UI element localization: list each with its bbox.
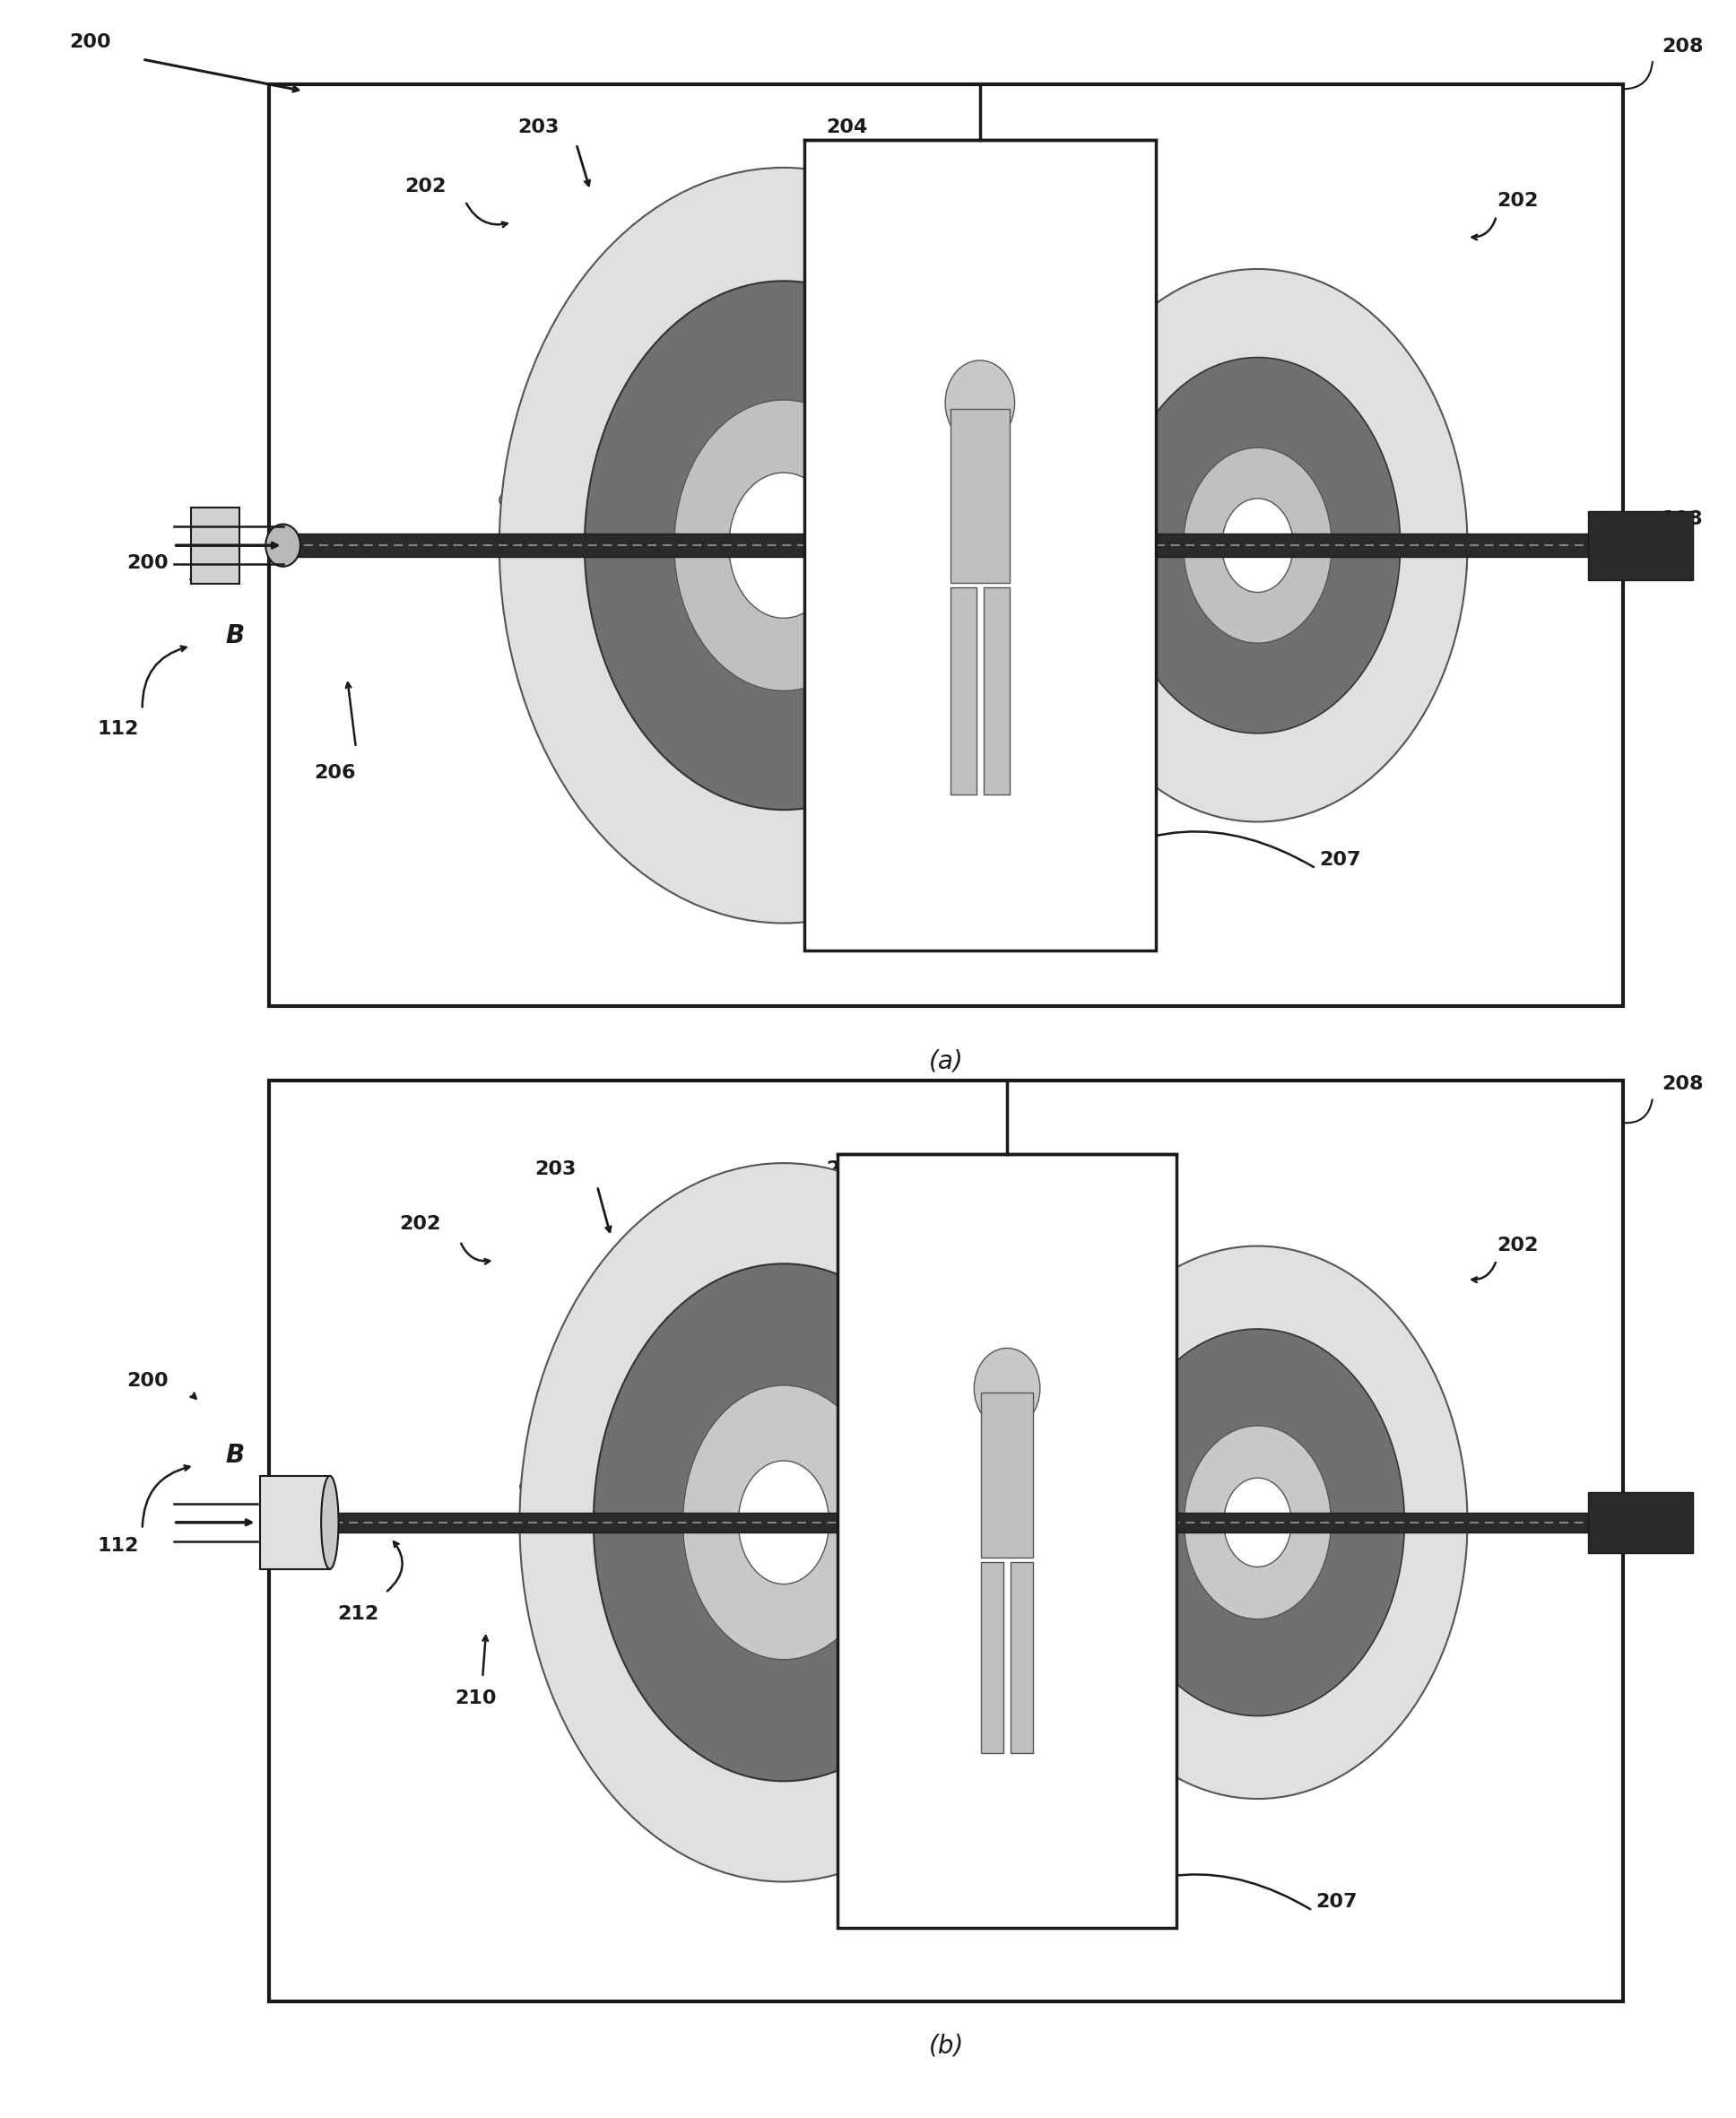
Text: B: B bbox=[226, 1442, 245, 1468]
Text: (a): (a) bbox=[929, 1048, 963, 1074]
Bar bbox=[1010, 1563, 1033, 1754]
Bar bbox=[983, 587, 1009, 794]
Ellipse shape bbox=[729, 472, 838, 618]
Bar bbox=[260, 1476, 330, 1569]
Bar bbox=[951, 409, 1010, 582]
Bar bbox=[981, 1563, 1003, 1754]
Text: 108: 108 bbox=[1661, 510, 1703, 527]
Bar bbox=[804, 140, 1156, 951]
Text: 112: 112 bbox=[97, 720, 139, 737]
Ellipse shape bbox=[682, 1385, 884, 1661]
Ellipse shape bbox=[738, 1461, 830, 1584]
Ellipse shape bbox=[1049, 1245, 1467, 1798]
Circle shape bbox=[974, 1349, 1040, 1430]
Text: 204: 204 bbox=[826, 1161, 868, 1178]
Text: 206: 206 bbox=[314, 765, 356, 782]
Text: 200: 200 bbox=[127, 555, 168, 572]
Bar bbox=[191, 506, 240, 585]
Bar bbox=[269, 1080, 1623, 2002]
Text: 203: 203 bbox=[517, 119, 559, 136]
Ellipse shape bbox=[1184, 447, 1332, 644]
Ellipse shape bbox=[1049, 1516, 1467, 1561]
Text: 210: 210 bbox=[455, 1690, 496, 1707]
Text: 200: 200 bbox=[69, 34, 111, 51]
Ellipse shape bbox=[519, 1451, 1049, 1523]
Bar bbox=[981, 1394, 1033, 1559]
Bar bbox=[951, 587, 976, 794]
Ellipse shape bbox=[1049, 269, 1467, 822]
Ellipse shape bbox=[1115, 358, 1401, 733]
Ellipse shape bbox=[1224, 1478, 1292, 1567]
Text: 202: 202 bbox=[1496, 1237, 1538, 1254]
Ellipse shape bbox=[585, 282, 983, 809]
Text: 208: 208 bbox=[1661, 1076, 1703, 1093]
Bar bbox=[838, 1154, 1177, 1927]
Text: 208: 208 bbox=[1661, 38, 1703, 55]
Bar bbox=[269, 85, 1623, 1006]
Text: B: B bbox=[226, 623, 245, 648]
Bar bbox=[1588, 1491, 1693, 1552]
Text: 112: 112 bbox=[97, 1538, 139, 1555]
Bar bbox=[1588, 510, 1693, 580]
Circle shape bbox=[944, 360, 1014, 445]
Bar bbox=[286, 534, 1606, 557]
Text: 207: 207 bbox=[1316, 1893, 1358, 1910]
Ellipse shape bbox=[1222, 498, 1293, 593]
Ellipse shape bbox=[1184, 1425, 1332, 1618]
Circle shape bbox=[266, 525, 300, 566]
Text: (b): (b) bbox=[929, 2033, 963, 2059]
Text: 212: 212 bbox=[337, 1605, 378, 1622]
Text: 202: 202 bbox=[399, 1216, 441, 1233]
Ellipse shape bbox=[519, 1163, 1049, 1881]
Ellipse shape bbox=[1111, 1328, 1404, 1716]
Text: 202: 202 bbox=[404, 178, 446, 195]
Text: 203: 203 bbox=[535, 1161, 576, 1178]
Ellipse shape bbox=[674, 400, 892, 690]
Ellipse shape bbox=[500, 457, 1068, 542]
Ellipse shape bbox=[500, 167, 1068, 923]
Text: 204: 204 bbox=[826, 119, 868, 136]
Ellipse shape bbox=[1049, 542, 1467, 593]
Text: 202: 202 bbox=[1496, 193, 1538, 210]
Ellipse shape bbox=[321, 1476, 339, 1569]
Text: 200: 200 bbox=[127, 1372, 168, 1389]
Bar bbox=[286, 1512, 1606, 1533]
Ellipse shape bbox=[594, 1264, 974, 1781]
Text: 207: 207 bbox=[1319, 851, 1361, 868]
